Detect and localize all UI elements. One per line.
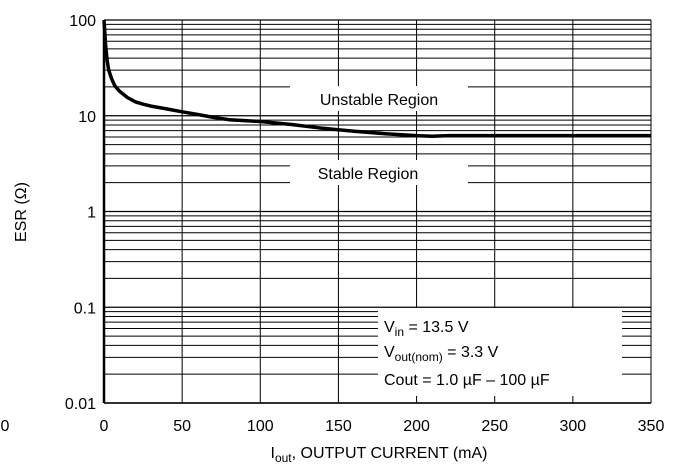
x-tick-label: 0 [100,418,109,435]
stable-region-label: Stable Region [318,166,419,183]
unstable-label-bg [290,86,468,111]
x-tick-label: 100 [247,418,274,435]
x-axis-label: Iout, OUTPUT CURRENT (mA) [271,445,488,465]
vout-label: Vout(nom) = 3.3 V [384,344,499,364]
x-tick-label: 350 [638,418,665,435]
x-tick-label: 200 [403,418,430,435]
cout-label: Cout = 1.0 µF – 100 µF [384,372,550,389]
x-tick-label: 50 [173,418,191,435]
y-tick-label: 100 [69,13,96,30]
x-tick-label: 300 [560,418,587,435]
x-tick-labels: 0 50 100 150 200 250 300 350 [100,418,665,435]
y-tick-label: 10 [78,109,96,126]
y-tick-label: 1 [87,205,96,222]
stable-label-bg [290,160,468,185]
vin-label: Vin = 13.5 V [384,319,469,339]
y-axis-label: ESR (Ω) [13,182,30,242]
esr-curve [102,19,651,139]
y-tick-labels: 0.01 0.1 1 10 100 [65,13,96,413]
unstable-region-label: Unstable Region [320,92,438,109]
y-tick-label: 0.01 [65,396,96,413]
conditions-box-bg [378,308,622,396]
x-tick-label: 150 [325,418,352,435]
x-tick-label: 250 [481,418,508,435]
plot-frame [102,20,651,404]
y-tick-label: 0.1 [74,300,96,317]
stray-x-tick-label: 0 [1,418,10,435]
